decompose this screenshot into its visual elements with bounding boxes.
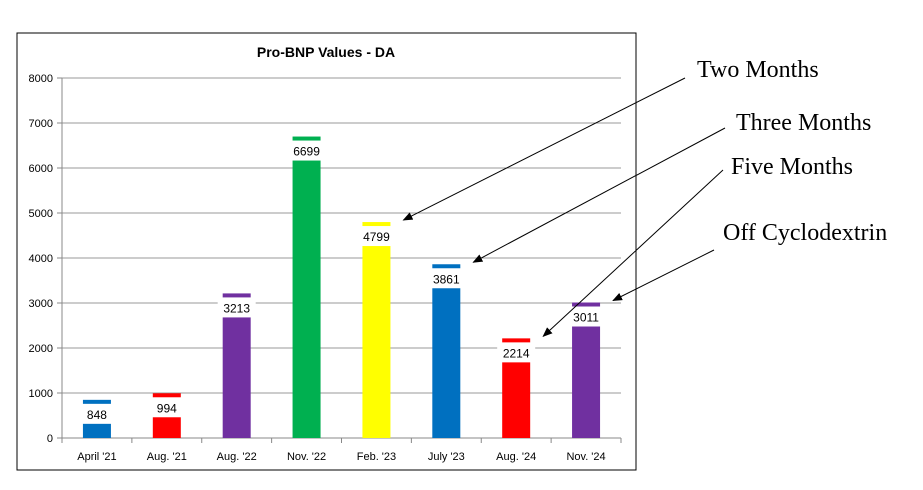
bar [432,264,461,438]
bar [362,222,391,438]
data-label: 2214 [503,346,530,360]
data-label-background [287,140,326,161]
y-tick-label: 7000 [29,118,53,130]
annotation-arrow [472,127,726,263]
annotation-label: Off Cyclodextrin [723,220,887,246]
chart-title: Pro-BNP Values - DA [257,44,395,60]
data-label-background [77,403,116,424]
y-tick-label: 1000 [29,388,53,400]
x-tick-label: Nov. '22 [287,451,326,463]
x-tick-label: Aug. '24 [496,451,536,463]
y-tick-label: 5000 [29,208,53,220]
data-label-background [147,397,186,418]
annotation-arrow [402,77,686,221]
y-tick-label: 6000 [29,163,53,175]
annotation-label: Five Months [731,154,853,180]
bar [292,136,321,439]
x-tick-label: Nov. '24 [566,451,605,463]
data-label-background [567,306,606,327]
y-tick-label: 0 [47,433,53,445]
data-label: 994 [157,401,177,415]
data-label: 3861 [433,272,460,286]
data-label: 848 [87,408,107,422]
x-tick-label: April '21 [77,451,116,463]
bar [222,293,251,438]
y-tick-label: 2000 [29,343,53,355]
data-label-background [427,268,466,289]
data-label-background [357,226,396,247]
data-label: 3011 [573,311,599,325]
x-tick-label: Feb. '23 [357,451,396,463]
y-tick-label: 4000 [29,253,53,265]
annotation-arrow [612,249,715,301]
data-label: 4799 [363,230,390,244]
x-tick-label: July '23 [428,451,465,463]
y-tick-label: 3000 [29,298,53,310]
chart-frame [16,32,637,471]
annotation-label: Two Months [697,57,819,83]
data-label-background [217,297,256,318]
data-label: 3213 [223,301,250,315]
y-tick-label: 8000 [29,73,53,85]
data-label: 6699 [293,145,320,159]
x-tick-label: Aug. '21 [147,451,187,463]
annotation-arrow [542,169,724,338]
x-tick-label: Aug. '22 [217,451,257,463]
data-label-background [497,342,536,363]
annotation-label: Three Months [736,110,871,136]
